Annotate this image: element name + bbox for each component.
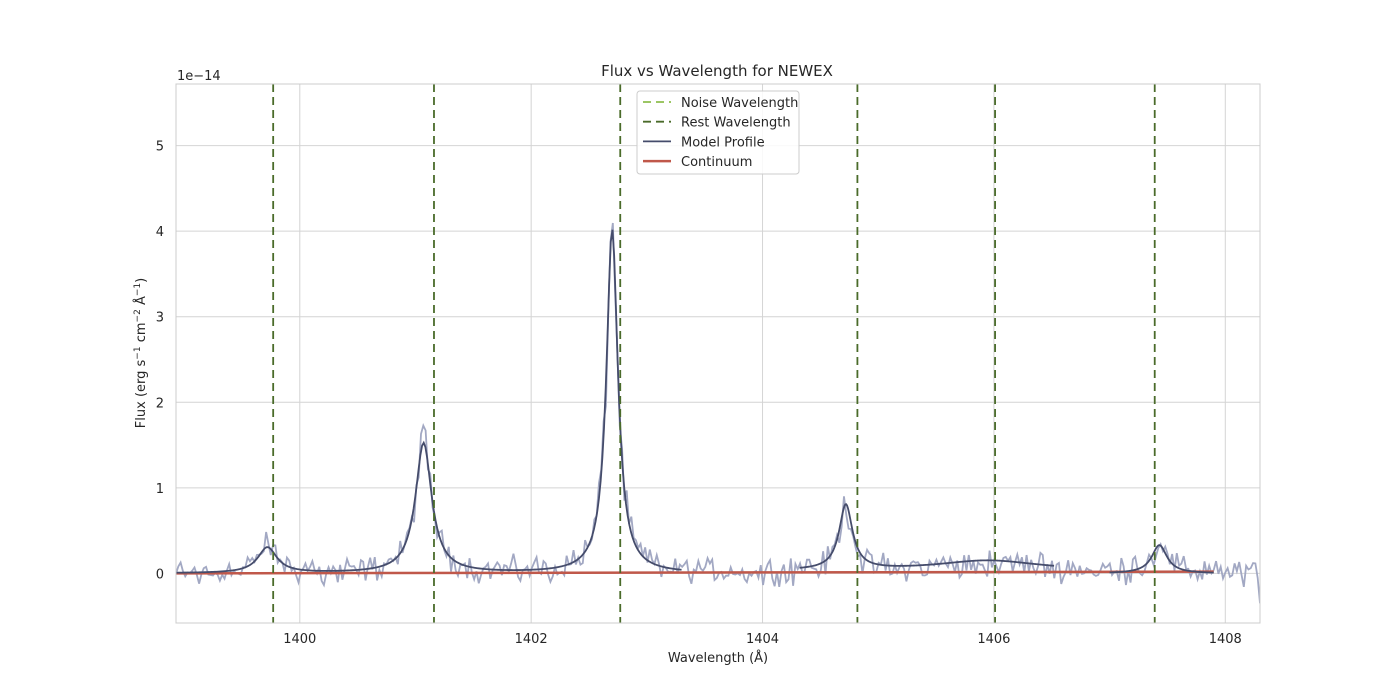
- y-tick-label: 4: [156, 225, 164, 240]
- x-tick-label: 1404: [746, 632, 779, 647]
- legend-box: [636, 90, 800, 175]
- legend-label: Noise Wavelength: [681, 96, 798, 111]
- legend-label: Model Profile: [681, 135, 765, 150]
- legend-label: Continuum: [681, 155, 752, 170]
- x-axis: 1400 1402 1404 1406 1408: [283, 632, 1242, 647]
- x-axis-label: Wavelength (Å): [668, 650, 768, 666]
- y-tick-label: 5: [156, 140, 164, 155]
- x-tick-label: 1400: [283, 632, 316, 647]
- y-tick-label: 1: [156, 482, 164, 497]
- y-tick-label: 2: [156, 396, 164, 411]
- x-tick-label: 1402: [515, 632, 548, 647]
- x-tick-label: 1406: [977, 632, 1010, 647]
- y-offset-text: 1e−14: [177, 69, 221, 84]
- y-tick-label: 3: [156, 311, 164, 326]
- plot-frame: [175, 83, 1261, 624]
- x-tick-label: 1408: [1209, 632, 1242, 647]
- y-axis-label: Flux (erg s−1 cm−2 Å−1): [133, 278, 149, 428]
- y-tick-label: 0: [156, 567, 164, 582]
- continuum-line: [176, 570, 1214, 575]
- chart-title: Flux vs Wavelength for NEWEX: [601, 62, 833, 80]
- model-profile-line: [176, 229, 682, 574]
- model-profile-line: [799, 503, 1055, 569]
- model-profile-line: [1109, 544, 1214, 574]
- observed-flux-line: [176, 222, 1260, 604]
- legend-label: Rest Wavelength: [681, 116, 791, 131]
- legend: Noise Wavelength Rest Wavelength Model Pro…: [636, 90, 800, 175]
- y-axis: 0 1 2 3 4 5: [156, 140, 164, 583]
- plot-area: [176, 84, 1260, 623]
